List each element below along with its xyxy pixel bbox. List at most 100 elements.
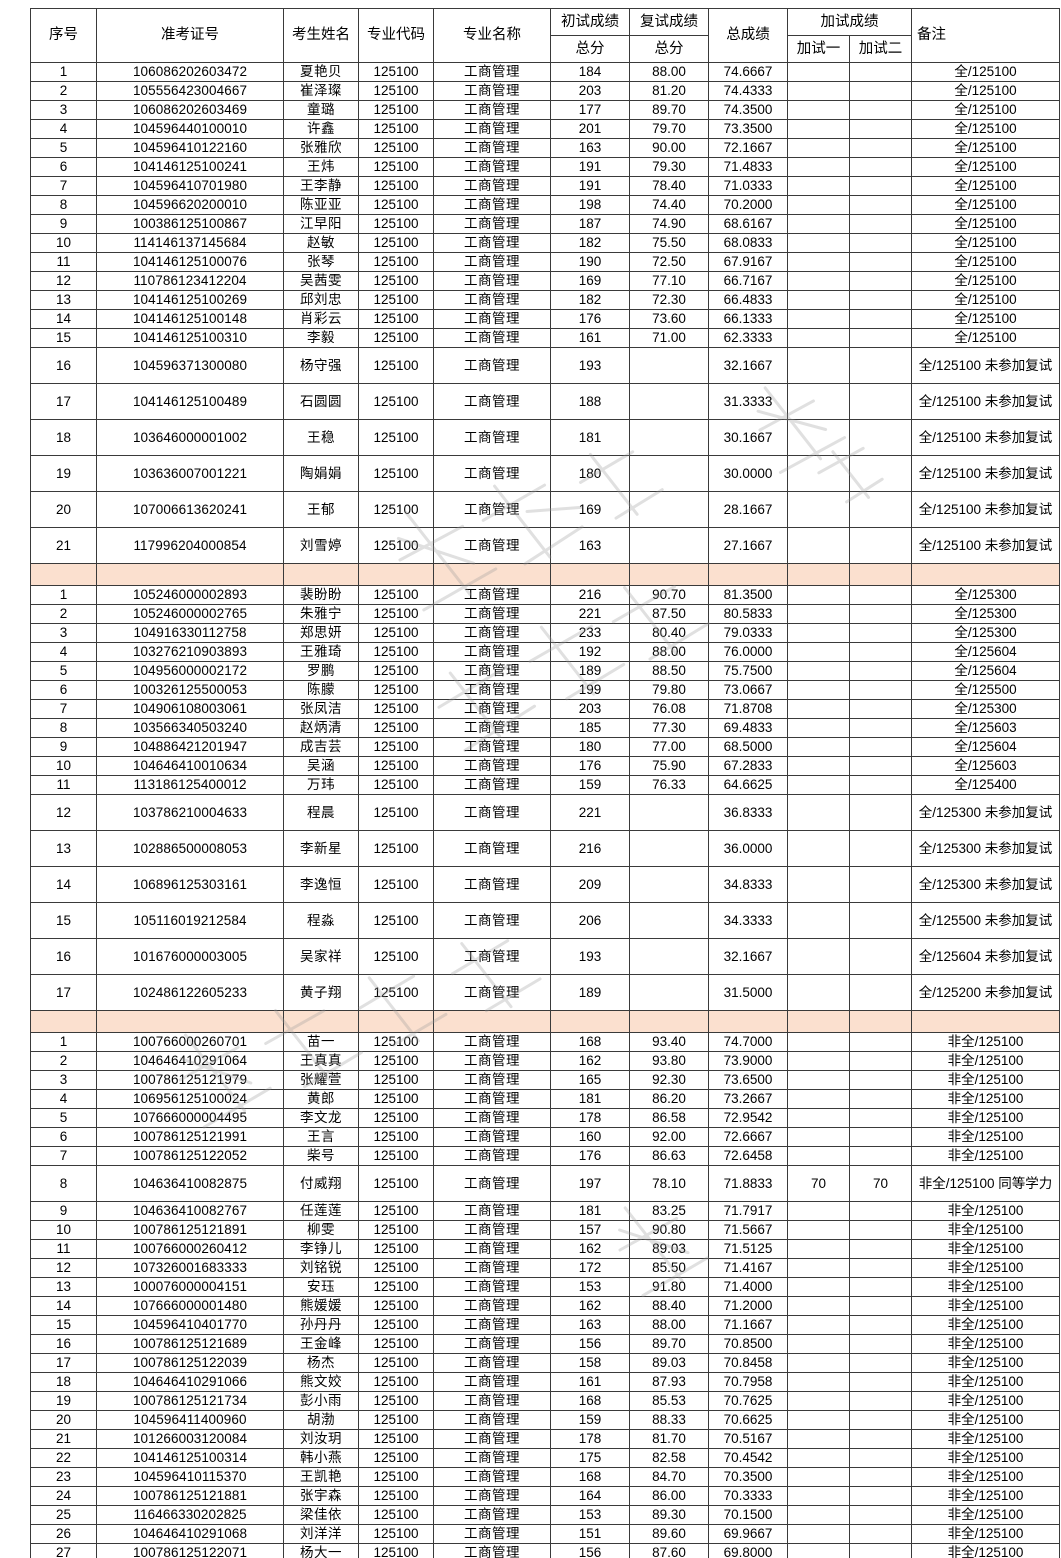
row-candidate-name: 王凯艳: [283, 1467, 359, 1487]
table-row[interactable]: 4 106956125100024 黄郎 125100 工商管理 181 86.20 73.2…: [30, 1089, 1060, 1109]
table-row[interactable]: 20 107006613620241 王郁 125100 工商管理 169 28.1667 全…: [30, 491, 1060, 528]
row-retest-total: 93.40: [629, 1032, 709, 1052]
table-row[interactable]: 27 100786125122071 杨大一 125100 工商管理 156 87.60 69…: [30, 1543, 1060, 1558]
table-row[interactable]: 10 114146137145684 赵敏 125100 工商管理 182 75.50 68.…: [30, 233, 1060, 253]
row-remark: 非全/125100: [911, 1146, 1060, 1166]
table-row[interactable]: 13 104146125100269 邱刘忠 125100 工商管理 182 72.30 66…: [30, 290, 1060, 310]
table-row[interactable]: 18 104646410291066 熊文姣 125100 工商管理 161 87.93 70…: [30, 1372, 1060, 1392]
table-row[interactable]: 9 100386125100867 江早阳 125100 工商管理 187 74.90 68.…: [30, 214, 1060, 234]
table-row[interactable]: 14 107666000001480 熊媛媛 125100 工商管理 162 88.40 71…: [30, 1296, 1060, 1316]
table-row[interactable]: 19 100786125121734 彭小雨 125100 工商管理 168 85.53 70…: [30, 1391, 1060, 1411]
table-row[interactable]: 17 102486122605233 黄子翔 125100 工商管理 189 31.5000…: [30, 974, 1060, 1011]
table-row[interactable]: 12 110786123412204 吴茜雯 125100 工商管理 169 77.10 66…: [30, 271, 1060, 291]
table-row[interactable]: 17 104146125100489 石圆圆 125100 工商管理 188 31.3333…: [30, 383, 1060, 420]
row-retest-total: 92.00: [629, 1127, 709, 1147]
table-row[interactable]: 1 105246000002893 裴盼盼 125100 工商管理 216 90.70 81.…: [30, 585, 1060, 605]
table-row[interactable]: 16 101676000003005 吴家祥 125100 工商管理 193 32.1667…: [30, 938, 1060, 975]
row-extra-two: [849, 1051, 912, 1071]
table-row[interactable]: 11 100766000260412 李铮儿 125100 工商管理 162 89.03 71…: [30, 1239, 1060, 1259]
row-extra-two: [849, 604, 912, 624]
table-row[interactable]: 16 100786125121689 王金峰 125100 工商管理 156 89.70 70…: [30, 1334, 1060, 1354]
row-candidate-name: 韩小燕: [283, 1448, 359, 1468]
row-overall-score: 71.8833: [708, 1165, 788, 1202]
table-row[interactable]: 5 104596410122160 张雅欣 125100 工商管理 163 90.00 72.…: [30, 138, 1060, 158]
table-row[interactable]: 15 104146125100310 李毅 125100 工商管理 161 71.00 62.…: [30, 328, 1060, 348]
table-row[interactable]: 14 106896125303161 李逸恒 125100 工商管理 209 34.8333…: [30, 866, 1060, 903]
row-exam-number: 104906108003061: [96, 699, 284, 719]
row-index: 8: [30, 1165, 97, 1202]
table-row[interactable]: 9 104886421201947 成吉芸 125100 工商管理 180 77.00 68.…: [30, 737, 1060, 757]
table-row[interactable]: 10 104646410010634 吴涵 125100 工商管理 176 75.90 67.…: [30, 756, 1060, 776]
row-overall-score: 71.8708: [708, 699, 788, 719]
table-row[interactable]: 23 104596410115370 王凯艳 125100 工商管理 168 84.70 70…: [30, 1467, 1060, 1487]
table-row[interactable]: 26 104646410291068 刘洋洋 125100 工商管理 151 89.60 69…: [30, 1524, 1060, 1544]
row-overall-score: 70.5167: [708, 1429, 788, 1449]
table-row[interactable]: 3 104916330112758 郑思妍 125100 工商管理 233 80.40 79.…: [30, 623, 1060, 643]
row-remark: 全/125100: [911, 271, 1060, 291]
row-preliminary-total: 178: [550, 1429, 630, 1449]
table-row[interactable]: 5 107666000004495 李文龙 125100 工商管理 178 86.58 72.…: [30, 1108, 1060, 1128]
table-row[interactable]: 3 106086202603469 童璐 125100 工商管理 177 89.70 74.3…: [30, 100, 1060, 120]
table-row[interactable]: 8 104636410082875 付威翔 125100 工商管理 197 78.10 71.…: [30, 1165, 1060, 1202]
table-row[interactable]: 8 104596620200010 陈亚亚 125100 工商管理 198 74.40 70.…: [30, 195, 1060, 215]
table-row[interactable]: 4 103276210903893 王雅琦 125100 工商管理 192 88.00 76.…: [30, 642, 1060, 662]
table-row[interactable]: 7 100786125122052 柴号 125100 工商管理 176 86.63 72.6…: [30, 1146, 1060, 1166]
row-major-name: 工商管理: [433, 138, 551, 158]
row-major-name: 工商管理: [433, 642, 551, 662]
table-row[interactable]: 18 103646000001002 王稳 125100 工商管理 181 30.1667 全…: [30, 419, 1060, 456]
header-major-code: 专业代码: [358, 8, 434, 63]
row-exam-number: 104146125100310: [96, 328, 284, 348]
row-index: 19: [30, 455, 97, 492]
table-row[interactable]: 12 103786210004633 程晨 125100 工商管理 221 36.8333 全…: [30, 794, 1060, 831]
table-row[interactable]: 1 100766000260701 苗一 125100 工商管理 168 93.40 74.7…: [30, 1032, 1060, 1052]
row-extra-two: [849, 1089, 912, 1109]
row-major-name: 工商管理: [433, 1296, 551, 1316]
table-row[interactable]: 4 104596440100010 许鑫 125100 工商管理 201 79.70 73.3…: [30, 119, 1060, 139]
row-overall-score: 71.4167: [708, 1258, 788, 1278]
row-preliminary-total: 203: [550, 699, 630, 719]
row-remark: 全/125100: [911, 119, 1060, 139]
table-row[interactable]: 12 107326001683333 刘铭锐 125100 工商管理 172 85.50 71…: [30, 1258, 1060, 1278]
table-row[interactable]: 9 104636410082767 任莲莲 125100 工商管理 181 83.25 71.…: [30, 1201, 1060, 1221]
table-row[interactable]: 13 102886500008053 李新星 125100 工商管理 216 36.0000…: [30, 830, 1060, 867]
table-row[interactable]: 20 104596411400960 胡渤 125100 工商管理 159 88.33 70.…: [30, 1410, 1060, 1430]
table-row[interactable]: 6 100326125500053 陈朦 125100 工商管理 199 79.80 73.0…: [30, 680, 1060, 700]
row-major-name: 工商管理: [433, 233, 551, 253]
table-row[interactable]: 10 100786125121891 柳雯 125100 工商管理 157 90.80 71.…: [30, 1220, 1060, 1240]
row-retest-total: 76.33: [629, 775, 709, 795]
row-major-name: 工商管理: [433, 309, 551, 329]
table-row[interactable]: 15 105116019212584 程淼 125100 工商管理 206 34.3333 全…: [30, 902, 1060, 939]
table-row[interactable]: 11 113186125400012 万玮 125100 工商管理 159 76.33 64.…: [30, 775, 1060, 795]
table-row[interactable]: 6 100786125121991 王言 125100 工商管理 160 92.00 72.6…: [30, 1127, 1060, 1147]
table-row[interactable]: 22 104146125100314 韩小燕 125100 工商管理 175 82.58 70…: [30, 1448, 1060, 1468]
row-exam-number: 100766000260701: [96, 1032, 284, 1052]
row-exam-number: 106956125100024: [96, 1089, 284, 1109]
table-row[interactable]: 24 100786125121881 张宇森 125100 工商管理 164 86.00 70…: [30, 1486, 1060, 1506]
row-remark: 非全/125100: [911, 1277, 1060, 1297]
separator-cell: [358, 1010, 434, 1033]
table-row[interactable]: 21 101266003120084 刘汝玥 125100 工商管理 178 81.70 70…: [30, 1429, 1060, 1449]
table-row[interactable]: 1 106086202603472 夏艳贝 125100 工商管理 184 88.00 74.…: [30, 62, 1060, 82]
table-row[interactable]: 8 103566340503240 赵炳清 125100 工商管理 185 77.30 69.…: [30, 718, 1060, 738]
table-row[interactable]: 2 105246000002765 朱雅宁 125100 工商管理 221 87.50 80.…: [30, 604, 1060, 624]
table-row[interactable]: 7 104596410701980 王李静 125100 工商管理 191 78.40 71.…: [30, 176, 1060, 196]
table-row[interactable]: 5 104956000002172 罗鹏 125100 工商管理 189 88.50 75.7…: [30, 661, 1060, 681]
table-row[interactable]: 25 116466330202825 梁佳依 125100 工商管理 153 89.30 70…: [30, 1505, 1060, 1525]
table-row[interactable]: 6 104146125100241 王炜 125100 工商管理 191 79.30 71.4…: [30, 157, 1060, 177]
row-major-name: 工商管理: [433, 938, 551, 975]
row-extra-one: [787, 1277, 850, 1297]
table-row[interactable]: 15 104596410401770 孙丹丹 125100 工商管理 163 88.00 71…: [30, 1315, 1060, 1335]
table-row[interactable]: 13 100076000004151 安珏 125100 工商管理 153 91.80 71.…: [30, 1277, 1060, 1297]
table-row[interactable]: 14 104146125100148 肖彩云 125100 工商管理 176 73.60 66…: [30, 309, 1060, 329]
table-row[interactable]: 11 104146125100076 张琴 125100 工商管理 190 72.50 67.…: [30, 252, 1060, 272]
table-row[interactable]: 19 103636007001221 陶娟娟 125100 工商管理 180 30.0000…: [30, 455, 1060, 492]
table-row[interactable]: 16 104596371300080 杨守强 125100 工商管理 193 32.1667…: [30, 347, 1060, 384]
table-row[interactable]: 2 104646410291064 王真真 125100 工商管理 162 93.80 73.…: [30, 1051, 1060, 1071]
table-row[interactable]: 7 104906108003061 张凤洁 125100 工商管理 203 76.08 71.…: [30, 699, 1060, 719]
table-row[interactable]: 2 105556423004667 崔泽璨 125100 工商管理 203 81.20 74.…: [30, 81, 1060, 101]
row-candidate-name: 郑思妍: [283, 623, 359, 643]
table-row[interactable]: 21 117996204000854 刘雪婷 125100 工商管理 163 27.1667…: [30, 527, 1060, 564]
row-extra-one: [787, 737, 850, 757]
table-row[interactable]: 17 100786125122039 杨杰 125100 工商管理 158 89.03 70.…: [30, 1353, 1060, 1373]
table-row[interactable]: 3 100786125121979 张耀萱 125100 工商管理 165 92.30 73.…: [30, 1070, 1060, 1090]
